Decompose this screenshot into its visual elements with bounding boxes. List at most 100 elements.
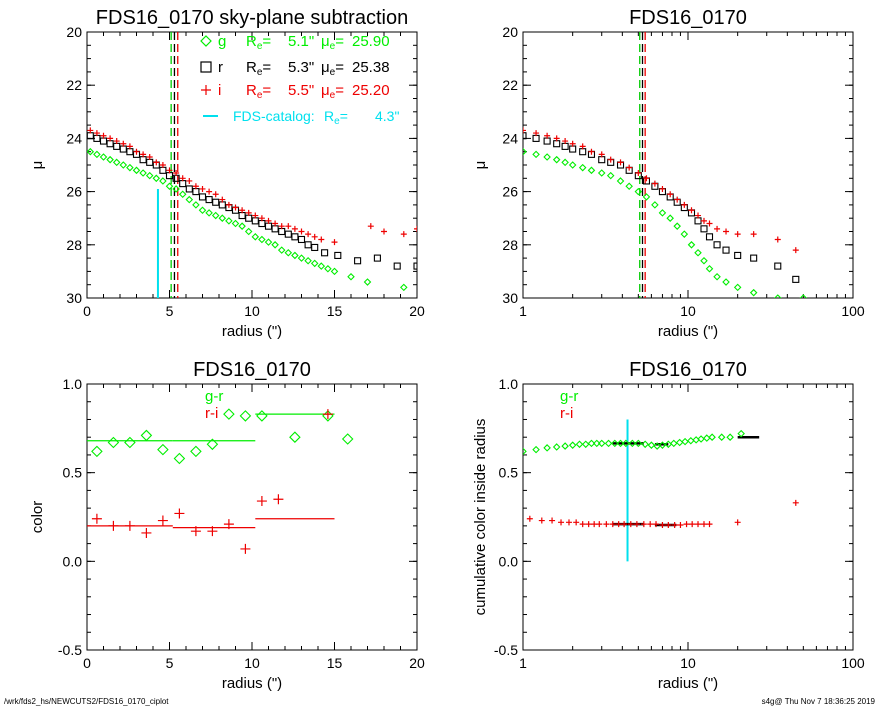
legend-label: r-i [560,405,573,422]
data-point-i [588,148,595,155]
y-tick-label: 26 [66,184,82,200]
y-tick-label: -0.5 [58,642,82,658]
data-point-g [223,408,235,420]
legend-marker [201,85,211,95]
data-point-i [206,188,213,195]
data-point-g [289,431,301,443]
x-tick-label: 15 [327,303,343,319]
data-point-r [159,166,167,174]
data-point-i [651,180,658,187]
data-point-r [238,211,246,220]
data-point-g [244,227,253,236]
data-point-i [603,521,610,528]
data-point-i [674,196,681,203]
data-point-g [330,267,339,276]
data-point-i [617,159,624,166]
data-point-g [604,439,613,448]
data-point-g [568,161,577,169]
data-point-r [579,148,587,156]
data-point-i [278,223,285,230]
data-point-r [192,188,200,196]
legend-marker [200,61,212,73]
data-point-r [532,134,540,142]
data-point-r [598,156,606,164]
y-axis-label: cumulative color inside radius [472,419,489,616]
data-point-r [543,137,551,145]
y-tick-label: 24 [502,130,518,146]
data-point-g [561,442,569,450]
data-point-g [799,294,808,298]
y-tick-label: 20 [66,24,82,40]
data-point-i [113,138,120,145]
legend-band: r [218,59,223,76]
data-point-i [93,130,100,137]
data-point-g [713,272,721,281]
data-point-g [543,153,551,161]
data-point-g [91,445,103,458]
data-point-r [713,241,721,249]
data-point-i [579,143,586,150]
data-point-i [225,201,232,208]
data-point-i [199,185,206,192]
data-point-i [107,135,114,142]
series-g [523,147,808,298]
y-tick-label: 0.0 [63,553,83,569]
data-point-i [538,517,545,524]
data-point-i [695,212,702,219]
data-point-r [561,142,569,150]
legend-mu-value: 25.90 [352,33,390,50]
plot-area [523,419,799,562]
x-axis-label: radius (") [222,675,282,692]
data-point-g [341,433,354,445]
panel-color-profile: FDS16_0170 0 5 10 15 20 -0.5 0.0 0.5 1.0 radius ("… [29,359,425,692]
data-point-r [734,251,742,259]
data-point-i [774,236,781,243]
panel-cumulative-color: FDS16_0170 1 10 100 -0.5 0.0 0.5 1.0 radius (") c… [472,359,865,692]
data-point-r [722,246,730,254]
data-point-i [100,132,107,139]
data-point-g [634,187,643,196]
series-r-i [526,499,799,528]
y-tick-label: 20 [502,24,518,40]
data-point-g [140,429,153,442]
data-point-r [278,227,286,236]
data-point-g [593,439,601,448]
y-tick-label: 22 [502,77,518,93]
data-point-g [697,435,705,443]
data-point-i [671,521,678,528]
data-point-g [680,230,689,238]
data-point-i [272,220,279,227]
data-point-g [733,283,742,292]
data-point-g [277,246,286,254]
data-point-r [258,219,266,228]
data-point-r [569,145,577,153]
data-point-g [251,233,260,241]
data-point-g [106,155,114,164]
y-tick-label: 24 [66,130,82,146]
data-point-i [706,521,713,528]
data-point-i [734,231,741,238]
x-tick-label: 20 [409,303,425,319]
chart-title: FDS16_0170 [193,359,311,381]
data-point-i [607,156,614,163]
data-point-r [126,148,134,156]
data-point-g [152,174,161,183]
data-point-r [198,193,207,201]
data-point-g [324,264,332,273]
data-point-r [750,254,758,262]
data-point-i [192,183,199,190]
data-point-i [273,494,284,505]
data-point-r [393,262,401,270]
plot-frame [522,31,854,299]
data-point-g [271,241,279,249]
data-point-i [598,151,605,158]
data-point-r [284,230,292,238]
data-point-g [543,444,551,452]
data-point-i [87,127,94,134]
data-point-g [642,193,651,201]
chart-title: FDS16_0170 sky-plane subtraction [96,7,408,29]
data-point-g [722,278,730,286]
data-point-i [565,519,572,526]
x-tick-label: 1 [519,655,527,671]
data-point-g [532,445,540,454]
